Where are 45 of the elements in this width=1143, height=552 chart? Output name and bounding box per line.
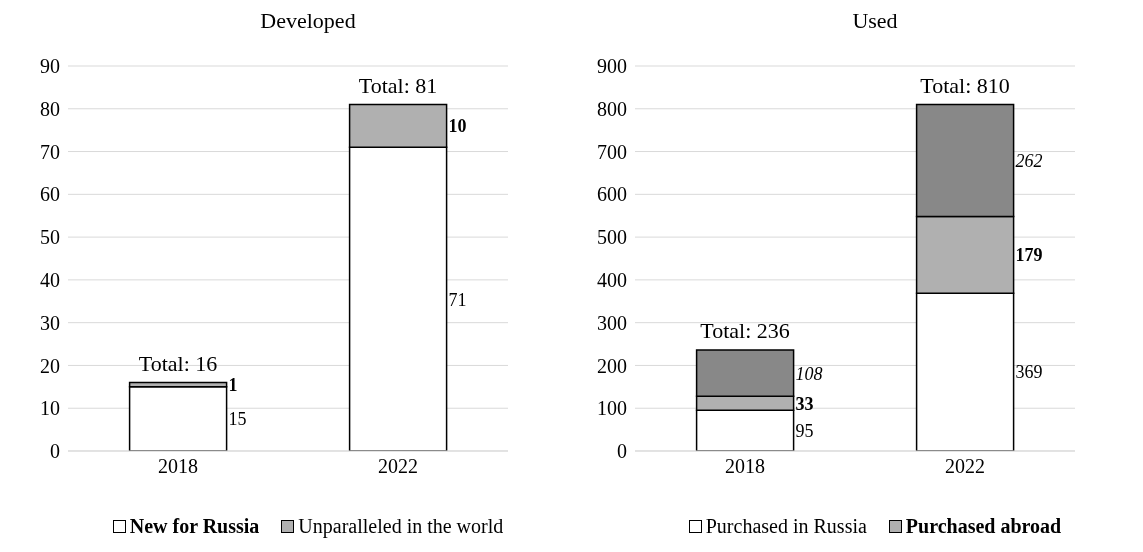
y-tick-label: 80 (40, 97, 60, 120)
legend-label: Unparalleled in the world (297, 515, 504, 538)
data-label: 33 (795, 393, 814, 414)
data-label: 15 (228, 409, 247, 430)
y-tick-label: 40 (40, 268, 60, 291)
y-tick-label: 90 (40, 55, 60, 78)
chart-title: Developed (259, 8, 357, 35)
data-label: 1 (228, 375, 238, 396)
data-label: 369 (1015, 362, 1043, 383)
data-label: 262 (1015, 150, 1043, 171)
data-label: 10 (448, 116, 467, 137)
legend-label: Purchased abroad (904, 515, 1062, 538)
legend-label: Purchased in Russia (704, 515, 867, 538)
data-label: 71 (448, 289, 467, 310)
y-tick-label: 50 (40, 226, 60, 249)
y-tick-label: 10 (40, 397, 60, 420)
x-tick-label: 2018 (725, 455, 765, 478)
x-tick-label: 2022 (945, 455, 985, 478)
data-label: 95 (795, 421, 814, 442)
y-tick-label: 500 (597, 226, 627, 249)
y-tick-label: 20 (40, 354, 60, 377)
y-tick-label: 100 (597, 397, 627, 420)
y-tick-label: 700 (597, 140, 627, 163)
chart-title: Used (851, 8, 899, 35)
total-label: Total: 16 (138, 350, 218, 376)
y-tick-label: 300 (597, 311, 627, 334)
legend-label: New for Russia (128, 515, 260, 538)
total-label: Total: 810 (920, 72, 1010, 98)
x-tick-label: 2018 (158, 455, 198, 478)
data-label: 179 (1015, 245, 1043, 266)
bar (128, 386, 228, 451)
data-label: 108 (795, 363, 823, 384)
y-tick-label: 200 (597, 354, 627, 377)
y-tick-label: 70 (40, 140, 60, 163)
y-tick-label: 800 (597, 97, 627, 120)
y-tick-label: 600 (597, 183, 627, 206)
y-tick-label: 60 (40, 183, 60, 206)
x-tick-label: 2022 (378, 455, 418, 478)
y-tick-label: 30 (40, 311, 60, 334)
y-tick-label: 0 (617, 440, 627, 463)
total-label: Total: 81 (358, 72, 438, 98)
total-label: Total: 236 (700, 318, 790, 344)
y-tick-label: 400 (597, 268, 627, 291)
y-tick-label: 900 (597, 55, 627, 78)
y-tick-label: 0 (50, 440, 60, 463)
